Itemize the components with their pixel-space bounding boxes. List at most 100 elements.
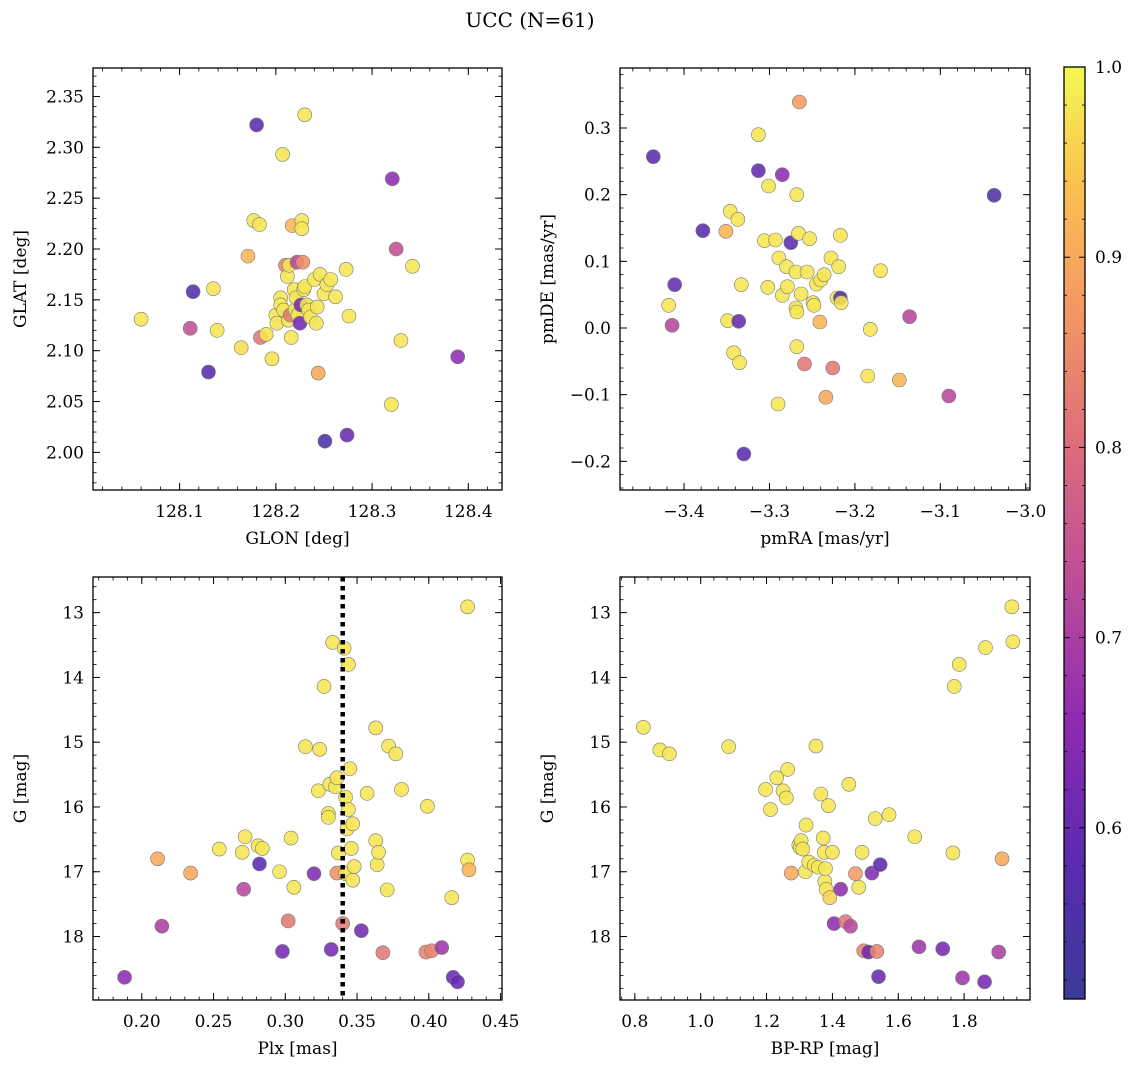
data-point xyxy=(761,178,776,194)
data-point xyxy=(309,299,325,315)
data-point xyxy=(646,149,661,164)
data-point xyxy=(792,94,807,110)
data-point xyxy=(240,248,256,264)
data-point xyxy=(733,277,749,292)
data-point xyxy=(730,212,746,227)
colorbar: 0.6 0.7 0.8 0.9 1.0 xyxy=(1063,58,1122,1000)
data-point xyxy=(812,314,828,330)
data-point xyxy=(736,446,752,462)
x-axis-label: BP-RP [mag] xyxy=(771,1039,880,1059)
y-tick-label: 0.1 xyxy=(584,252,611,272)
data-point xyxy=(325,635,340,650)
data-point xyxy=(664,318,680,333)
data-point xyxy=(941,388,957,404)
panel-1: 128.1 128.2 128.3 128.4 2.00 2.05 2.10 2.15 2.20… xyxy=(11,67,503,549)
data-point xyxy=(280,913,296,929)
data-point xyxy=(731,314,747,329)
data-point xyxy=(977,974,992,990)
data-point xyxy=(384,397,399,412)
data-point xyxy=(763,802,778,817)
y-tick-label: −0.2 xyxy=(570,452,611,472)
y-tick-label: 18 xyxy=(589,928,611,948)
x-tick-label: 0.25 xyxy=(195,1012,233,1032)
data-point xyxy=(298,739,313,755)
data-point xyxy=(321,810,336,825)
y-tick-label: 2.10 xyxy=(46,342,84,362)
data-point xyxy=(286,879,302,895)
data-point xyxy=(833,295,849,310)
y-tick-label: 14 xyxy=(589,668,611,688)
data-point xyxy=(843,918,858,934)
x-tick-label: 0.30 xyxy=(266,1012,304,1032)
data-point xyxy=(359,786,375,801)
data-point xyxy=(806,298,822,313)
data-point xyxy=(185,284,201,300)
data-point xyxy=(881,807,897,823)
y-tick-label: 17 xyxy=(62,863,84,883)
y-tick-label: 18 xyxy=(62,928,84,948)
data-point xyxy=(388,241,404,257)
data-point xyxy=(661,298,676,313)
data-point xyxy=(283,330,299,345)
data-point xyxy=(294,221,310,236)
data-point xyxy=(182,321,198,336)
data-point xyxy=(867,811,883,826)
data-point xyxy=(237,829,253,845)
colorbar-tick-label: 0.8 xyxy=(1095,438,1122,458)
y-tick-label: 15 xyxy=(589,733,611,753)
data-point xyxy=(951,657,967,672)
y-tick-label: −0.1 xyxy=(570,386,611,406)
data-point xyxy=(667,277,682,292)
x-tick-label: −3.4 xyxy=(663,502,704,522)
data-point xyxy=(371,845,386,860)
data-point xyxy=(275,944,290,959)
data-point xyxy=(308,315,324,331)
data-point xyxy=(460,599,475,615)
y-axis-label: G [mag] xyxy=(538,754,558,823)
data-point xyxy=(205,281,221,296)
x-tick-label: −3.1 xyxy=(920,502,961,522)
data-point xyxy=(751,163,766,178)
data-point xyxy=(795,841,811,857)
y-tick-label: 2.15 xyxy=(46,291,84,311)
data-point xyxy=(345,816,361,832)
data-point xyxy=(1004,599,1020,615)
data-point xyxy=(1005,634,1021,650)
data-point xyxy=(779,790,794,806)
data-point xyxy=(831,259,846,274)
data-point xyxy=(252,856,267,872)
data-point xyxy=(994,851,1010,867)
data-point xyxy=(312,742,328,757)
data-point xyxy=(255,841,270,856)
data-point xyxy=(405,258,420,274)
data-point xyxy=(751,127,766,142)
data-point xyxy=(310,365,326,381)
panel-4: 0.8 1.0 1.2 1.4 1.6 1.8 13 14 15 16 17 18 BP-RP [mag… xyxy=(538,576,1031,1059)
data-point xyxy=(946,679,962,694)
data-point xyxy=(718,224,734,239)
scatter-points xyxy=(133,107,466,449)
data-point xyxy=(275,147,290,162)
data-point xyxy=(394,782,409,797)
data-point xyxy=(848,866,863,881)
data-point xyxy=(818,861,833,876)
data-point xyxy=(393,333,409,348)
data-point xyxy=(183,865,198,881)
x-tick-label: 128.4 xyxy=(444,502,493,522)
data-point xyxy=(150,851,165,867)
data-point xyxy=(815,830,831,846)
data-point xyxy=(375,945,391,961)
scatter-points xyxy=(646,94,1002,462)
y-tick-label: 2.35 xyxy=(46,87,84,107)
data-point xyxy=(338,262,354,277)
data-point xyxy=(434,940,450,955)
data-point xyxy=(346,859,362,874)
data-point xyxy=(854,845,870,860)
axes-frame xyxy=(92,576,503,1001)
colorbar-frame xyxy=(1063,66,1086,1000)
y-tick-label: 2.05 xyxy=(46,393,84,413)
y-tick-label: 0.3 xyxy=(584,119,611,139)
data-point xyxy=(636,719,651,735)
x-tick-label: 1.6 xyxy=(885,1012,912,1032)
